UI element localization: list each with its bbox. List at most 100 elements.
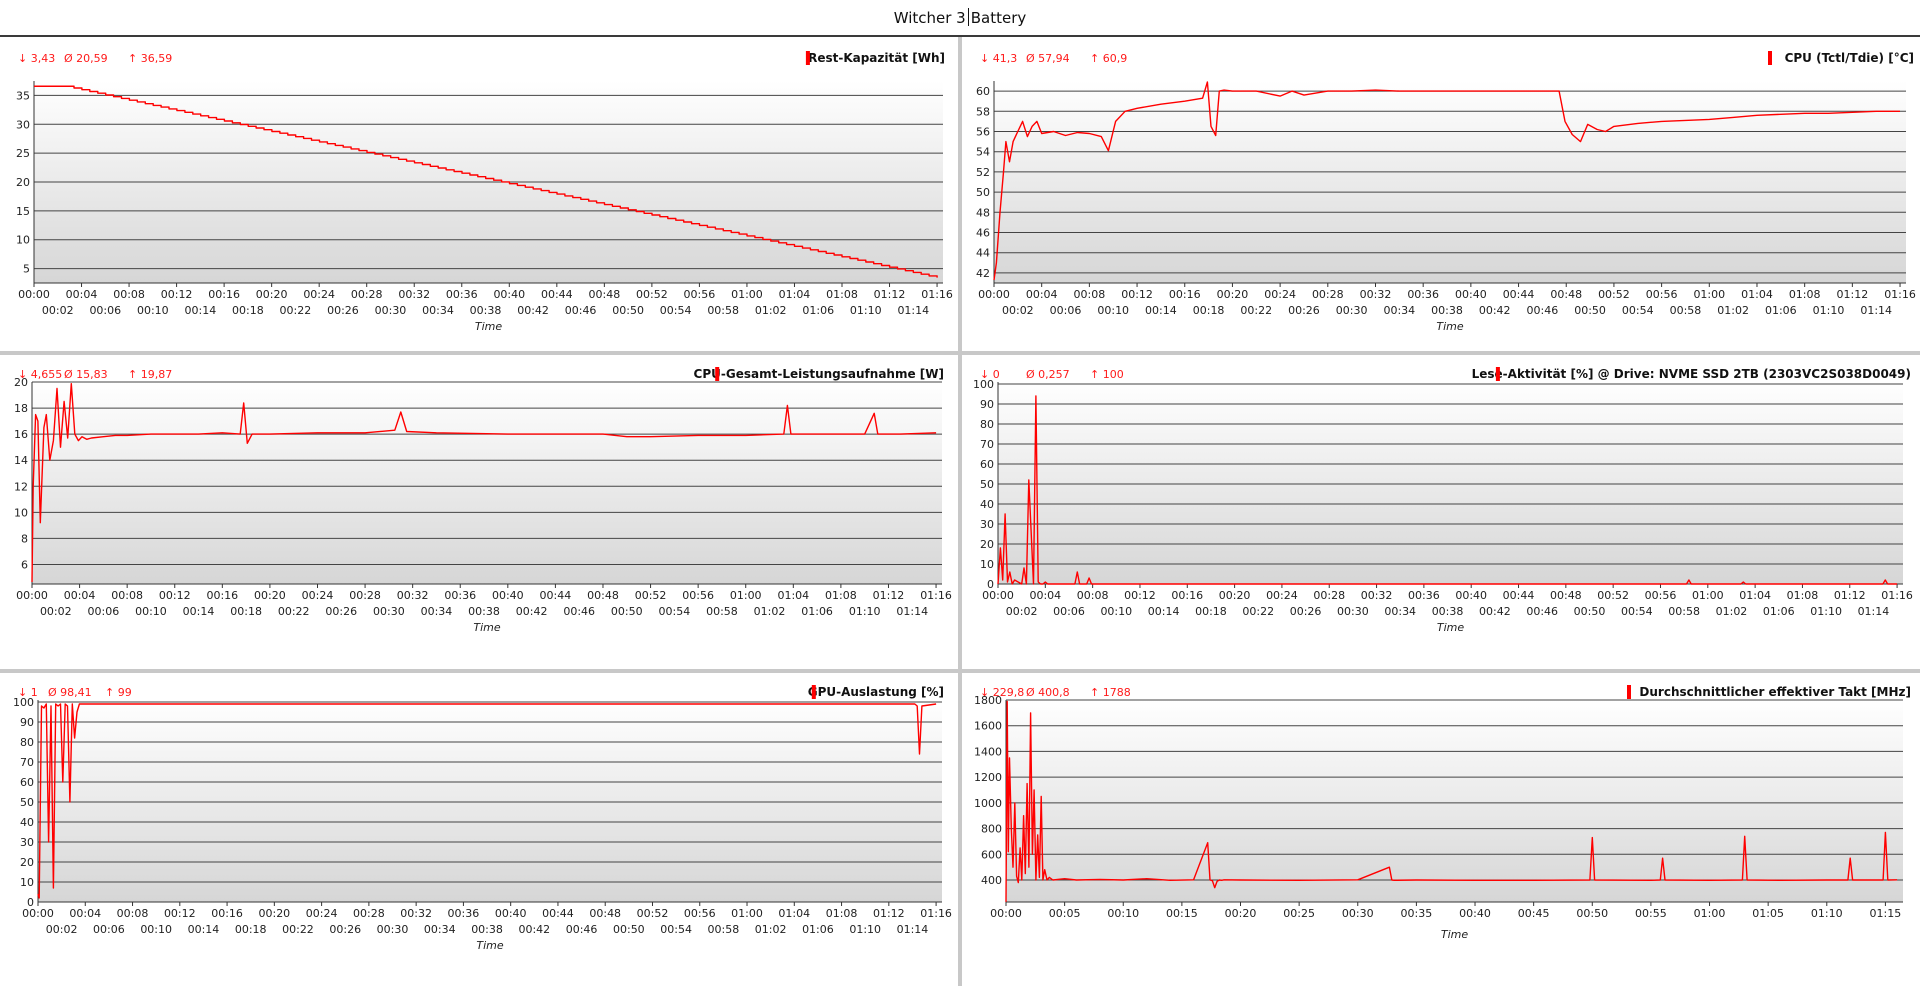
x-tick-label: 01:10 (849, 923, 881, 936)
x-tick-label: 00:34 (421, 605, 453, 618)
y-tick-label: 5 (23, 263, 30, 276)
x-tick-label: 01:06 (1763, 605, 1795, 618)
sensor-title: GPU-Auslastung [%] (808, 685, 944, 699)
stat-min: ↓ 3,43 (18, 52, 55, 65)
y-tick-label: 800 (981, 823, 1002, 836)
y-tick-label: 90 (980, 398, 994, 411)
y-tick-label: 90 (20, 716, 34, 729)
panel-separator-vertical (958, 37, 962, 986)
x-tick-label: 00:44 (540, 589, 572, 602)
x-tick-label: 01:02 (755, 923, 787, 936)
y-tick-label: 60 (980, 458, 994, 471)
sensor-color-marker (1495, 367, 1500, 381)
series-line (34, 85, 938, 278)
x-tick-label: 00:40 (492, 589, 524, 602)
stat-max: ↑ 36,59 (128, 52, 172, 65)
stat-min: ↓ 1 (18, 686, 38, 699)
x-tick-label: 00:22 (280, 304, 312, 317)
x-axis-title: Time (1437, 621, 1464, 634)
stat-max: ↑ 60,9 (1090, 52, 1127, 65)
x-tick-label: 00:04 (1029, 589, 1061, 602)
plot-area (994, 81, 1906, 283)
x-tick-label: 01:08 (826, 907, 858, 920)
x-tick-label: 00:26 (1290, 605, 1322, 618)
x-tick-label: 00:28 (1312, 288, 1344, 301)
x-tick-label: 00:04 (64, 589, 96, 602)
x-tick-label: 00:18 (235, 923, 267, 936)
x-tick-label: 01:14 (1860, 304, 1892, 317)
y-tick-label: 400 (981, 874, 1002, 887)
plot-area (1006, 700, 1903, 902)
x-tick-label: 00:08 (1074, 288, 1106, 301)
x-tick-label: 00:14 (1145, 304, 1177, 317)
y-tick-label: 50 (976, 186, 990, 199)
x-tick-label: 00:42 (1479, 304, 1511, 317)
title-left: Witcher 3 (893, 9, 966, 27)
x-tick-label: 01:00 (731, 288, 763, 301)
x-tick-label: 01:00 (1694, 907, 1726, 920)
x-tick-label: 01:08 (1787, 589, 1819, 602)
y-tick-label: 1200 (974, 771, 1002, 784)
x-tick-label: 01:12 (1837, 288, 1869, 301)
x-tick-label: 00:12 (161, 288, 193, 301)
sensor-title: Rest-Kapazität [Wh] (808, 51, 945, 65)
plot-area (38, 700, 942, 902)
y-tick-label: 20 (16, 176, 30, 189)
x-tick-label: 00:40 (1455, 589, 1487, 602)
stat-avg: Ø 57,94 (1026, 52, 1070, 65)
x-tick-label: 01:14 (897, 923, 929, 936)
x-tick-label: 00:20 (1217, 288, 1249, 301)
x-tick-label: 00:35 (1401, 907, 1433, 920)
x-tick-label: 00:36 (444, 589, 476, 602)
y-tick-label: 0 (27, 896, 34, 909)
chart-panel-p6: ↓ 229,8 Ø 400,8 ↑ 1788 Durchschnittlicher e… (974, 685, 1911, 941)
x-tick-label: 00:14 (188, 923, 220, 936)
y-tick-label: 80 (980, 418, 994, 431)
x-tick-label: 00:08 (117, 907, 149, 920)
x-axis-title: Time (1436, 320, 1463, 333)
x-tick-label: 00:54 (660, 304, 692, 317)
sensor-title: CPU (Tctl/Tdie) [°C] (1785, 51, 1914, 65)
window-title: Witcher 3 Battery (0, 8, 1920, 27)
x-tick-label: 00:58 (708, 923, 740, 936)
x-tick-label: 00:56 (1645, 589, 1677, 602)
x-tick-label: 01:08 (826, 288, 858, 301)
plot-area (32, 382, 942, 584)
y-tick-label: 100 (13, 696, 34, 709)
x-tick-label: 00:42 (1479, 605, 1511, 618)
x-tick-label: 01:06 (801, 605, 833, 618)
x-tick-label: 00:04 (1026, 288, 1058, 301)
sensor-color-marker (715, 367, 720, 381)
stat-max: ↑ 100 (1090, 368, 1124, 381)
x-tick-label: 00:44 (1503, 589, 1535, 602)
x-tick-label: 00:50 (1574, 304, 1606, 317)
x-tick-label: 00:20 (254, 589, 286, 602)
x-tick-label: 00:50 (1576, 907, 1608, 920)
sensor-color-marker (811, 685, 816, 699)
x-tick-label: 00:20 (258, 907, 290, 920)
stat-max: ↑ 1788 (1090, 686, 1131, 699)
x-tick-label: 00:26 (327, 304, 359, 317)
x-tick-label: 00:40 (1459, 907, 1491, 920)
stat-avg: Ø 400,8 (1026, 686, 1070, 699)
x-tick-label: 00:45 (1518, 907, 1550, 920)
x-tick-label: 00:22 (278, 605, 310, 618)
x-tick-label: 00:08 (1077, 589, 1109, 602)
x-tick-label: 00:30 (1336, 304, 1368, 317)
x-tick-label: 00:32 (397, 589, 429, 602)
x-tick-label: 00:40 (493, 288, 525, 301)
y-tick-label: 50 (20, 796, 34, 809)
x-tick-label: 00:52 (635, 589, 667, 602)
sensor-color-marker (1627, 685, 1631, 699)
x-tick-label: 00:20 (1219, 589, 1251, 602)
x-tick-label: 00:28 (349, 589, 381, 602)
title-separator (967, 8, 969, 26)
chart-panel-p1: ↓ 3,43 Ø 20,59 ↑ 36,59 Rest-Kapazität [Wh] 5… (16, 51, 953, 333)
x-tick-label: 00:00 (978, 288, 1010, 301)
chart-panel-p5: ↓ 1 Ø 98,41 ↑ 99 GPU-Auslastung [%] 0 10 20 30 4… (13, 685, 952, 952)
x-tick-label: 00:05 (1049, 907, 1081, 920)
x-tick-label: 00:08 (113, 288, 145, 301)
y-tick-label: 1600 (974, 720, 1002, 733)
x-tick-label: 00:00 (990, 907, 1022, 920)
x-tick-label: 00:04 (66, 288, 98, 301)
